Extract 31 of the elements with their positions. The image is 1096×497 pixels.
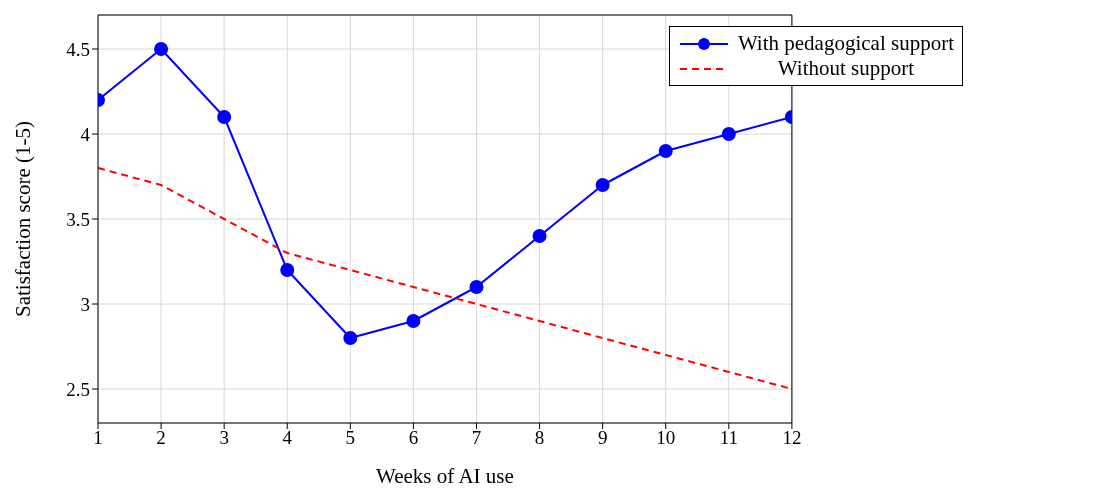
y-tick-label: 4 bbox=[80, 123, 91, 145]
y-axis-title: Satisfaction score (1-5) bbox=[11, 121, 36, 317]
x-tick-label: 1 bbox=[93, 427, 103, 449]
point bbox=[469, 280, 484, 294]
point bbox=[721, 127, 736, 141]
legend-label: With pedagogical support bbox=[737, 31, 954, 56]
x-tick-label: 12 bbox=[782, 427, 802, 449]
x-tick-label: 6 bbox=[408, 427, 419, 449]
point bbox=[343, 331, 358, 345]
y-tick-label: 3 bbox=[80, 293, 90, 315]
point bbox=[532, 229, 547, 243]
point bbox=[154, 42, 169, 56]
x-tick-label: 3 bbox=[219, 427, 229, 449]
legend-label: Without support bbox=[776, 56, 916, 81]
y-tick-label: 2.5 bbox=[66, 378, 90, 400]
point bbox=[595, 178, 610, 192]
y-tick-label: 4.5 bbox=[66, 38, 90, 60]
x-tick-label: 8 bbox=[534, 427, 545, 449]
x-tick-label: 7 bbox=[471, 427, 482, 449]
point bbox=[406, 314, 421, 328]
x-tick-label: 9 bbox=[597, 427, 608, 449]
y-tick-label: 3.5 bbox=[66, 208, 90, 230]
point bbox=[217, 110, 232, 124]
x-tick-label: 5 bbox=[345, 427, 356, 449]
x-tick-label: 4 bbox=[282, 427, 293, 449]
x-tick-label: 11 bbox=[719, 427, 738, 449]
x-tick-label: 10 bbox=[656, 427, 676, 449]
x-tick-label: 2 bbox=[156, 427, 166, 449]
point bbox=[280, 263, 295, 277]
point bbox=[658, 144, 673, 158]
x-axis-title: Weeks of AI use bbox=[376, 464, 514, 488]
